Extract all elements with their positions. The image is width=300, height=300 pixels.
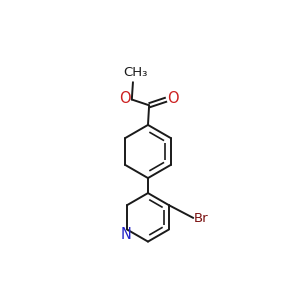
Text: CH₃: CH₃ <box>124 66 148 79</box>
Text: O: O <box>119 91 131 106</box>
Text: O: O <box>167 91 179 106</box>
Text: N: N <box>120 227 131 242</box>
Text: Br: Br <box>194 212 208 225</box>
